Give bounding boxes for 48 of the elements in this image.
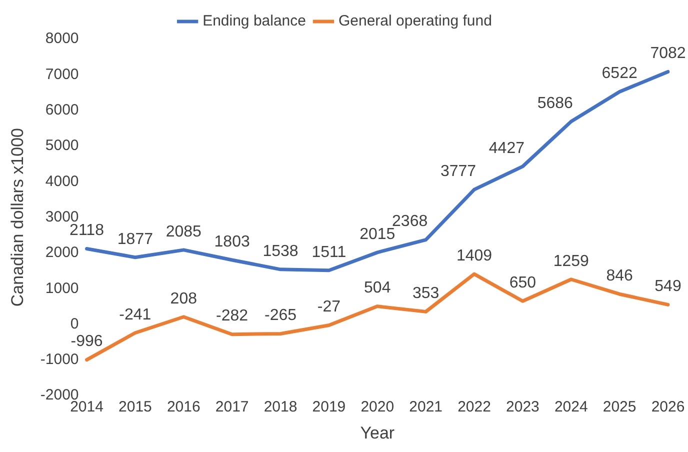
y-tick-label: 0 [70, 315, 79, 332]
data-label: 1803 [214, 233, 250, 250]
data-label: -241 [119, 306, 152, 324]
data-label: 6522 [602, 65, 638, 82]
data-label: 7082 [650, 45, 686, 62]
data-label: -996 [70, 333, 103, 350]
data-label: 4427 [488, 140, 525, 157]
legend-label: General operating fund [338, 12, 492, 30]
x-tick-label: 2026 [651, 398, 685, 416]
x-tick-label: 2025 [602, 398, 636, 416]
y-tick-label: 5000 [45, 137, 79, 154]
data-label: 1511 [312, 244, 346, 261]
y-tick-label: 1000 [45, 280, 79, 297]
x-tick-label: 2021 [409, 398, 443, 416]
data-label: 846 [606, 268, 634, 285]
data-label: 1538 [262, 242, 298, 260]
data-label: 353 [412, 285, 440, 302]
y-axis-title: Canadian dollars x1000 [8, 128, 27, 307]
y-tick-label: 7000 [45, 66, 79, 83]
data-label: -27 [317, 298, 341, 316]
y-tick-label: 2000 [45, 244, 79, 262]
x-tick-label: 2024 [554, 398, 588, 416]
data-label: 650 [509, 274, 536, 292]
x-tick-label: 2020 [360, 398, 394, 416]
y-tick-label: 8000 [45, 30, 79, 48]
x-tick-label: 2015 [118, 398, 152, 416]
data-label: -282 [216, 308, 248, 325]
x-tick-label: 2019 [312, 398, 346, 416]
x-tick-label: 2016 [166, 398, 200, 416]
x-tick-label: 2023 [506, 398, 540, 416]
data-label: 5686 [537, 94, 574, 112]
data-label: 3777 [440, 163, 476, 180]
data-label: 2085 [166, 223, 202, 240]
data-label: 1877 [117, 230, 154, 248]
x-tick-label: 2022 [458, 398, 491, 416]
y-tick-label: 6000 [45, 101, 79, 118]
data-label: 208 [170, 290, 198, 308]
data-label: 1409 [456, 247, 492, 264]
x-axis-title: Year [360, 423, 395, 442]
x-tick-label: 2018 [264, 398, 298, 416]
y-tick-label: -1000 [40, 351, 79, 368]
data-label: -265 [264, 307, 297, 324]
data-label: 549 [654, 278, 682, 296]
legend-label: Ending balance [202, 12, 306, 30]
x-tick-label: 2017 [215, 398, 249, 416]
y-tick-label: 4000 [45, 172, 79, 190]
data-label: 1259 [553, 252, 590, 270]
data-label: 504 [364, 280, 391, 297]
